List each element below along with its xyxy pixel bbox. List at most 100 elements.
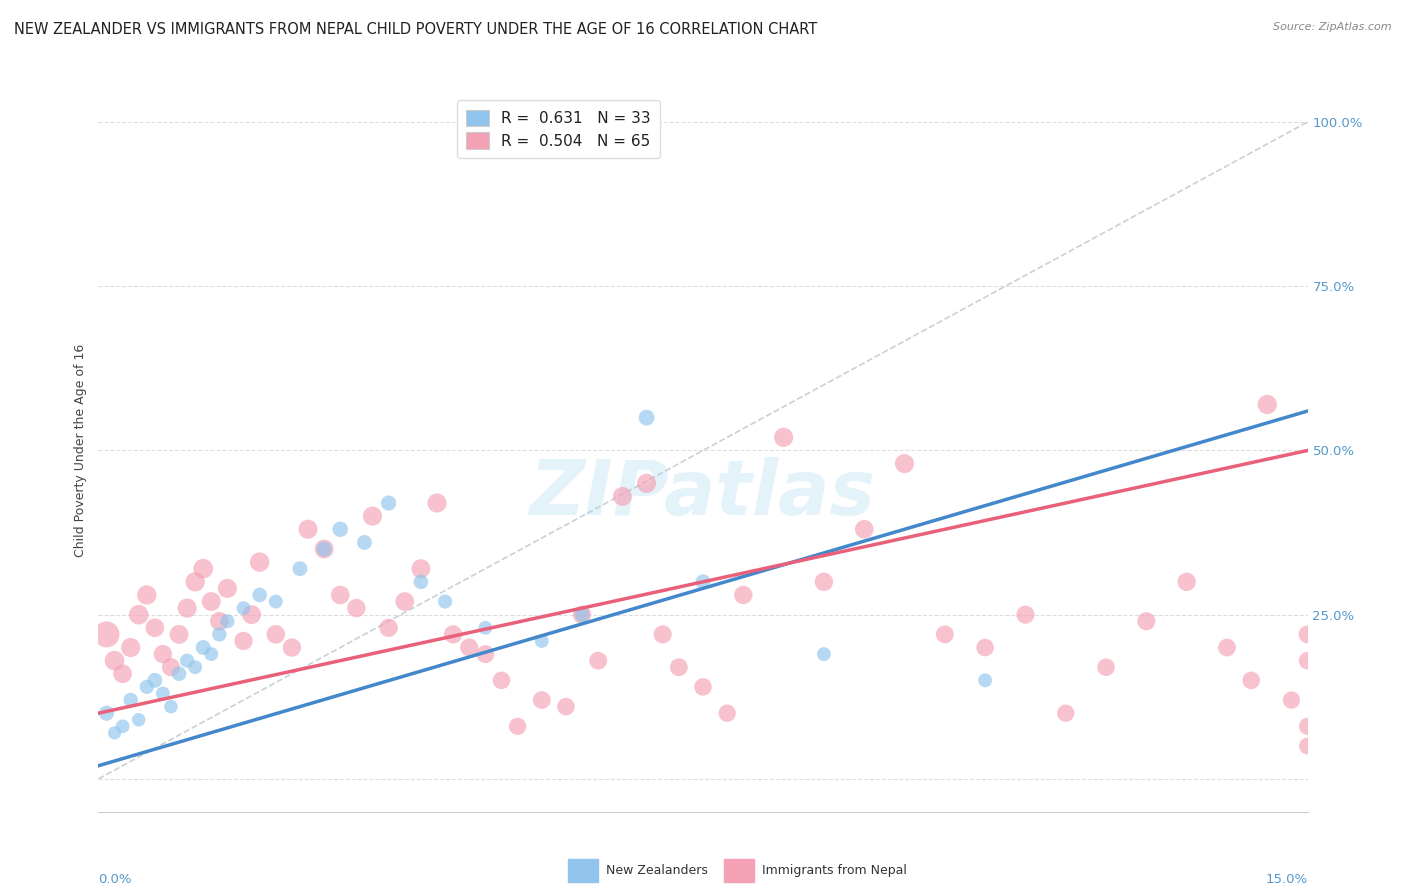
Point: [586, 654, 609, 668]
Text: Source: ZipAtlas.com: Source: ZipAtlas.com: [1274, 22, 1392, 32]
Point: [772, 430, 794, 444]
Point: [612, 490, 634, 504]
Point: [571, 607, 593, 622]
Point: [733, 588, 755, 602]
Point: [128, 713, 150, 727]
Point: [409, 574, 432, 589]
Point: [264, 594, 287, 608]
Point: [636, 476, 658, 491]
Point: [491, 673, 513, 688]
Point: [128, 607, 150, 622]
Point: [176, 601, 198, 615]
Point: [344, 601, 367, 615]
Point: [160, 660, 183, 674]
Point: [974, 640, 997, 655]
Point: [555, 699, 578, 714]
Point: [96, 627, 118, 641]
Point: [314, 541, 336, 556]
Point: [813, 647, 835, 661]
Point: [184, 574, 207, 589]
Point: [1296, 654, 1319, 668]
Text: Immigrants from Nepal: Immigrants from Nepal: [762, 864, 907, 877]
Point: [651, 627, 673, 641]
Point: [361, 509, 384, 524]
Point: [893, 457, 915, 471]
Point: [208, 627, 231, 641]
Point: [668, 660, 690, 674]
Point: [853, 522, 876, 536]
Point: [636, 410, 658, 425]
Point: [353, 535, 375, 549]
Point: [111, 666, 134, 681]
Point: [934, 627, 956, 641]
Point: [200, 594, 222, 608]
Point: [176, 654, 198, 668]
Point: [1095, 660, 1118, 674]
Point: [692, 574, 714, 589]
Point: [160, 699, 183, 714]
Point: [193, 562, 215, 576]
Point: [143, 621, 166, 635]
Point: [314, 541, 336, 556]
Point: [426, 496, 449, 510]
Point: [200, 647, 222, 661]
Point: [530, 693, 553, 707]
Text: NEW ZEALANDER VS IMMIGRANTS FROM NEPAL CHILD POVERTY UNDER THE AGE OF 16 CORRELA: NEW ZEALANDER VS IMMIGRANTS FROM NEPAL C…: [14, 22, 817, 37]
Point: [1281, 693, 1303, 707]
Point: [120, 693, 142, 707]
Point: [692, 680, 714, 694]
Text: New Zealanders: New Zealanders: [606, 864, 707, 877]
Point: [143, 673, 166, 688]
Point: [474, 621, 496, 635]
Point: [152, 647, 174, 661]
Point: [208, 614, 231, 628]
Point: [120, 640, 142, 655]
Point: [1240, 673, 1263, 688]
Point: [232, 601, 254, 615]
Point: [152, 686, 174, 700]
Point: [1296, 719, 1319, 733]
Point: [377, 621, 399, 635]
Point: [111, 719, 134, 733]
Point: [193, 640, 215, 655]
Point: [135, 588, 157, 602]
Point: [103, 654, 125, 668]
Point: [135, 680, 157, 694]
Point: [240, 607, 263, 622]
Point: [813, 574, 835, 589]
Point: [1175, 574, 1198, 589]
Y-axis label: Child Poverty Under the Age of 16: Child Poverty Under the Age of 16: [75, 343, 87, 558]
Point: [297, 522, 319, 536]
Point: [1014, 607, 1036, 622]
Point: [232, 634, 254, 648]
Point: [458, 640, 481, 655]
Point: [377, 496, 399, 510]
Point: [103, 726, 125, 740]
Point: [394, 594, 416, 608]
Point: [1296, 627, 1319, 641]
Point: [434, 594, 457, 608]
Point: [249, 555, 271, 569]
Point: [249, 588, 271, 602]
Point: [329, 522, 352, 536]
Text: 15.0%: 15.0%: [1265, 873, 1308, 886]
FancyBboxPatch shape: [568, 859, 598, 882]
Text: 0.0%: 0.0%: [98, 873, 132, 886]
Point: [288, 562, 311, 576]
Text: ZIPatlas: ZIPatlas: [530, 457, 876, 531]
Point: [184, 660, 207, 674]
Point: [716, 706, 738, 721]
Point: [217, 582, 239, 596]
FancyBboxPatch shape: [724, 859, 754, 882]
Point: [409, 562, 432, 576]
Point: [96, 706, 118, 721]
Point: [506, 719, 529, 733]
Point: [264, 627, 287, 641]
Point: [281, 640, 304, 655]
Point: [1054, 706, 1077, 721]
Point: [530, 634, 553, 648]
Legend: R =  0.631   N = 33, R =  0.504   N = 65: R = 0.631 N = 33, R = 0.504 N = 65: [457, 101, 659, 158]
Point: [167, 627, 190, 641]
Point: [571, 607, 593, 622]
Point: [217, 614, 239, 628]
